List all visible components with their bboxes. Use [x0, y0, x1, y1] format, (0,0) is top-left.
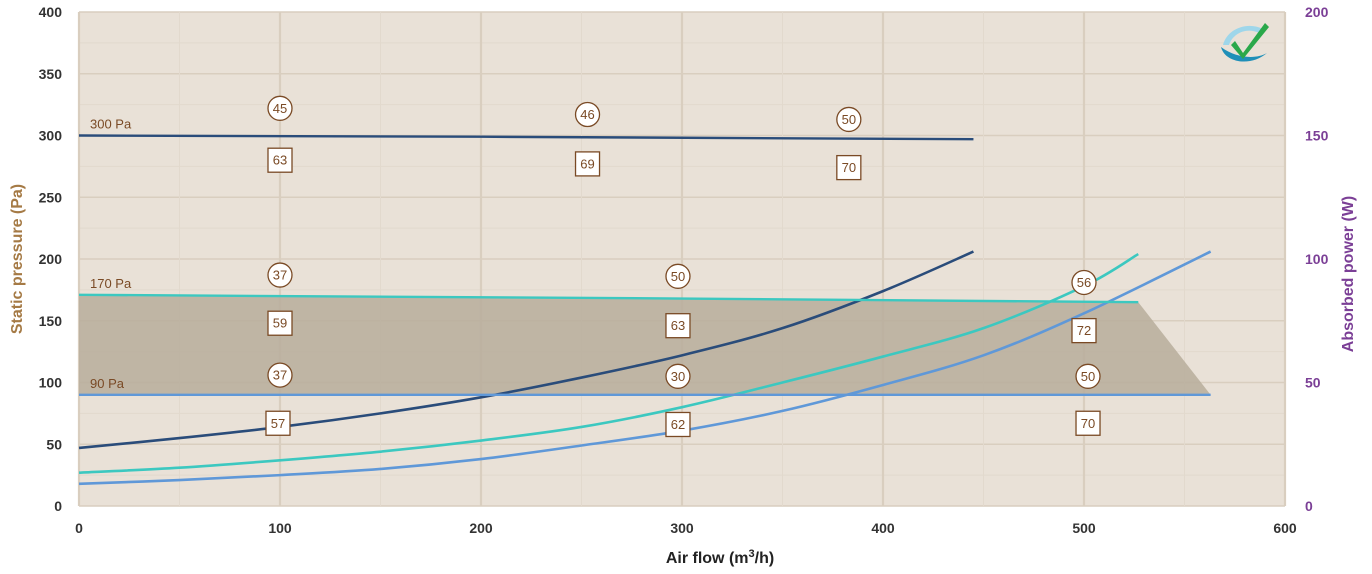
x-axis-title: Air flow (m3/h) — [666, 548, 774, 567]
y-tick-label: 150 — [39, 313, 63, 329]
marker-value: 57 — [271, 416, 285, 431]
marker-square — [665, 411, 691, 438]
x-tick-label: 0 — [75, 520, 83, 536]
working-area — [79, 294, 1211, 395]
marker-value: 56 — [1077, 275, 1091, 290]
marker-value: 59 — [273, 316, 287, 331]
marker-square — [267, 310, 293, 336]
y2-tick-label: 0 — [1305, 498, 1313, 514]
y2-axis-title: Absorbed power (W) — [1340, 196, 1357, 352]
pressure-curve-2 — [78, 293, 1139, 304]
marker-value: 37 — [273, 268, 287, 283]
power-curve-3 — [78, 250, 1212, 486]
marker-value: 63 — [273, 153, 287, 168]
y-tick-label: 350 — [39, 66, 63, 82]
power-curve-2 — [78, 252, 1139, 474]
marker-circle — [665, 363, 691, 389]
markers-group: 45 46 50 63 69 70 37 50 56 59 63 72 37 30 50 57 62 70 — [265, 95, 1101, 438]
marker-square — [1071, 317, 1097, 344]
x-tick-label: 600 — [1273, 520, 1297, 536]
brand-logo — [1221, 23, 1269, 62]
y2-tick-label: 200 — [1305, 4, 1329, 20]
marker-value: 37 — [273, 368, 287, 383]
x-tick-label: 200 — [469, 520, 493, 536]
y-tick-label: 200 — [39, 251, 63, 267]
x-axis-title-main: Air flow (m — [666, 550, 749, 567]
x-tick-label: 500 — [1072, 520, 1096, 536]
marker-square — [1075, 410, 1101, 436]
marker-value: 62 — [671, 417, 685, 432]
x-tick-label: 300 — [670, 520, 694, 536]
marker-circle — [1071, 269, 1097, 296]
marker-square — [267, 147, 293, 173]
marker-circle — [267, 95, 293, 121]
marker-value: 50 — [1081, 369, 1095, 384]
marker-value: 30 — [671, 369, 685, 384]
y2-tick-label: 50 — [1305, 375, 1321, 391]
x-tick-label: 100 — [268, 520, 292, 536]
y-tick-label: 400 — [39, 4, 63, 20]
pressure-curve-label: 170 Pa — [90, 276, 132, 291]
y-tick-label: 50 — [46, 436, 62, 452]
logo-swoosh — [1221, 47, 1267, 62]
y-axis-title: Static pressure (Pa) — [9, 184, 26, 334]
y-tick-label: 0 — [54, 498, 62, 514]
y2-tick-label: 100 — [1305, 251, 1329, 267]
marker-square — [265, 410, 291, 436]
marker-square — [836, 154, 862, 181]
y-tick-label: 100 — [39, 375, 63, 391]
working-area-group — [79, 294, 1211, 395]
curves-group: 300 Pa 170 Pa 90 Pa — [78, 117, 1212, 486]
x-axis-title-sup: 3 — [749, 548, 755, 560]
marker-value: 70 — [842, 160, 856, 175]
marker-value: 69 — [580, 156, 594, 171]
power-curve-1 — [78, 250, 974, 450]
x-tick-label: 400 — [871, 520, 895, 536]
pressure-curve-label: 300 Pa — [90, 117, 132, 132]
x-axis-title-tail: /h) — [755, 550, 775, 567]
marker-circle — [836, 106, 862, 133]
pressure-curve-1 — [78, 134, 974, 141]
checkmark-logo-icon — [1223, 25, 1263, 45]
marker-value: 72 — [1077, 323, 1091, 338]
marker-value: 46 — [580, 107, 594, 122]
marker-value: 50 — [671, 269, 685, 284]
marker-value: 70 — [1081, 416, 1095, 431]
logo-check — [1231, 23, 1269, 59]
marker-value: 63 — [671, 318, 685, 333]
ticks-group: 0 50 100 150 200 250 300 350 400 0 50 100 150 200 0 100… — [39, 4, 1329, 536]
marker-value: 50 — [842, 112, 856, 127]
pressure-curve-label: 90 Pa — [90, 376, 125, 391]
marker-square — [574, 151, 601, 177]
y-tick-label: 300 — [39, 128, 63, 144]
marker-circle — [1075, 363, 1101, 389]
marker-circle — [267, 262, 293, 288]
y-tick-label: 250 — [39, 189, 63, 205]
marker-value: 45 — [273, 101, 287, 116]
marker-circle — [267, 362, 293, 388]
y2-tick-label: 150 — [1305, 128, 1329, 144]
marker-square — [665, 313, 691, 339]
marker-circle — [574, 101, 601, 128]
marker-circle — [665, 263, 691, 289]
